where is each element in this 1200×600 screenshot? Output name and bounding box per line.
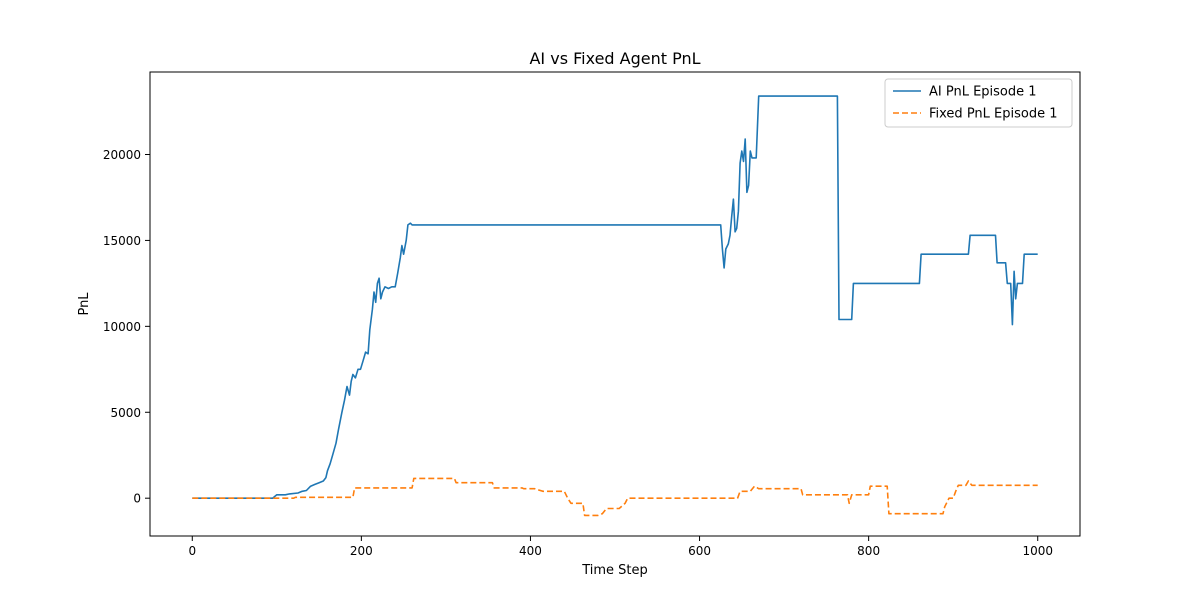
chart-title: AI vs Fixed Agent PnL [529,49,700,68]
x-axis-label: Time Step [581,563,648,578]
series-line-2 [192,477,1038,517]
x-tick-label: 400 [519,544,542,558]
legend-label-1: AI PnL Episode 1 [929,85,1037,100]
x-tick-label: 800 [857,544,880,558]
y-tick-label: 20000 [103,148,141,162]
y-tick-label: 15000 [103,234,141,248]
x-tick-label: 1000 [1022,544,1053,558]
plot-frame [149,71,1081,537]
y-axis-ticks: 0 5000 10000 15000 20000 [103,148,150,506]
x-tick-label: 600 [688,544,711,558]
plot-area [149,71,1081,537]
y-tick-label: 5000 [110,406,141,420]
x-tick-label: 200 [350,544,373,558]
y-tick-label: 0 [133,492,141,506]
y-axis-label: PnL [77,292,92,316]
legend-label-2: Fixed PnL Episode 1 [929,107,1058,122]
x-tick-label: 0 [188,544,196,558]
series-line-1 [192,95,1038,499]
legend-box [884,78,1073,128]
y-tick-label: 10000 [103,320,141,334]
x-axis-ticks: 0 200 400 600 800 1000 [188,536,1053,558]
legend: AI PnL Episode 1 Fixed PnL Episode 1 [884,78,1073,128]
